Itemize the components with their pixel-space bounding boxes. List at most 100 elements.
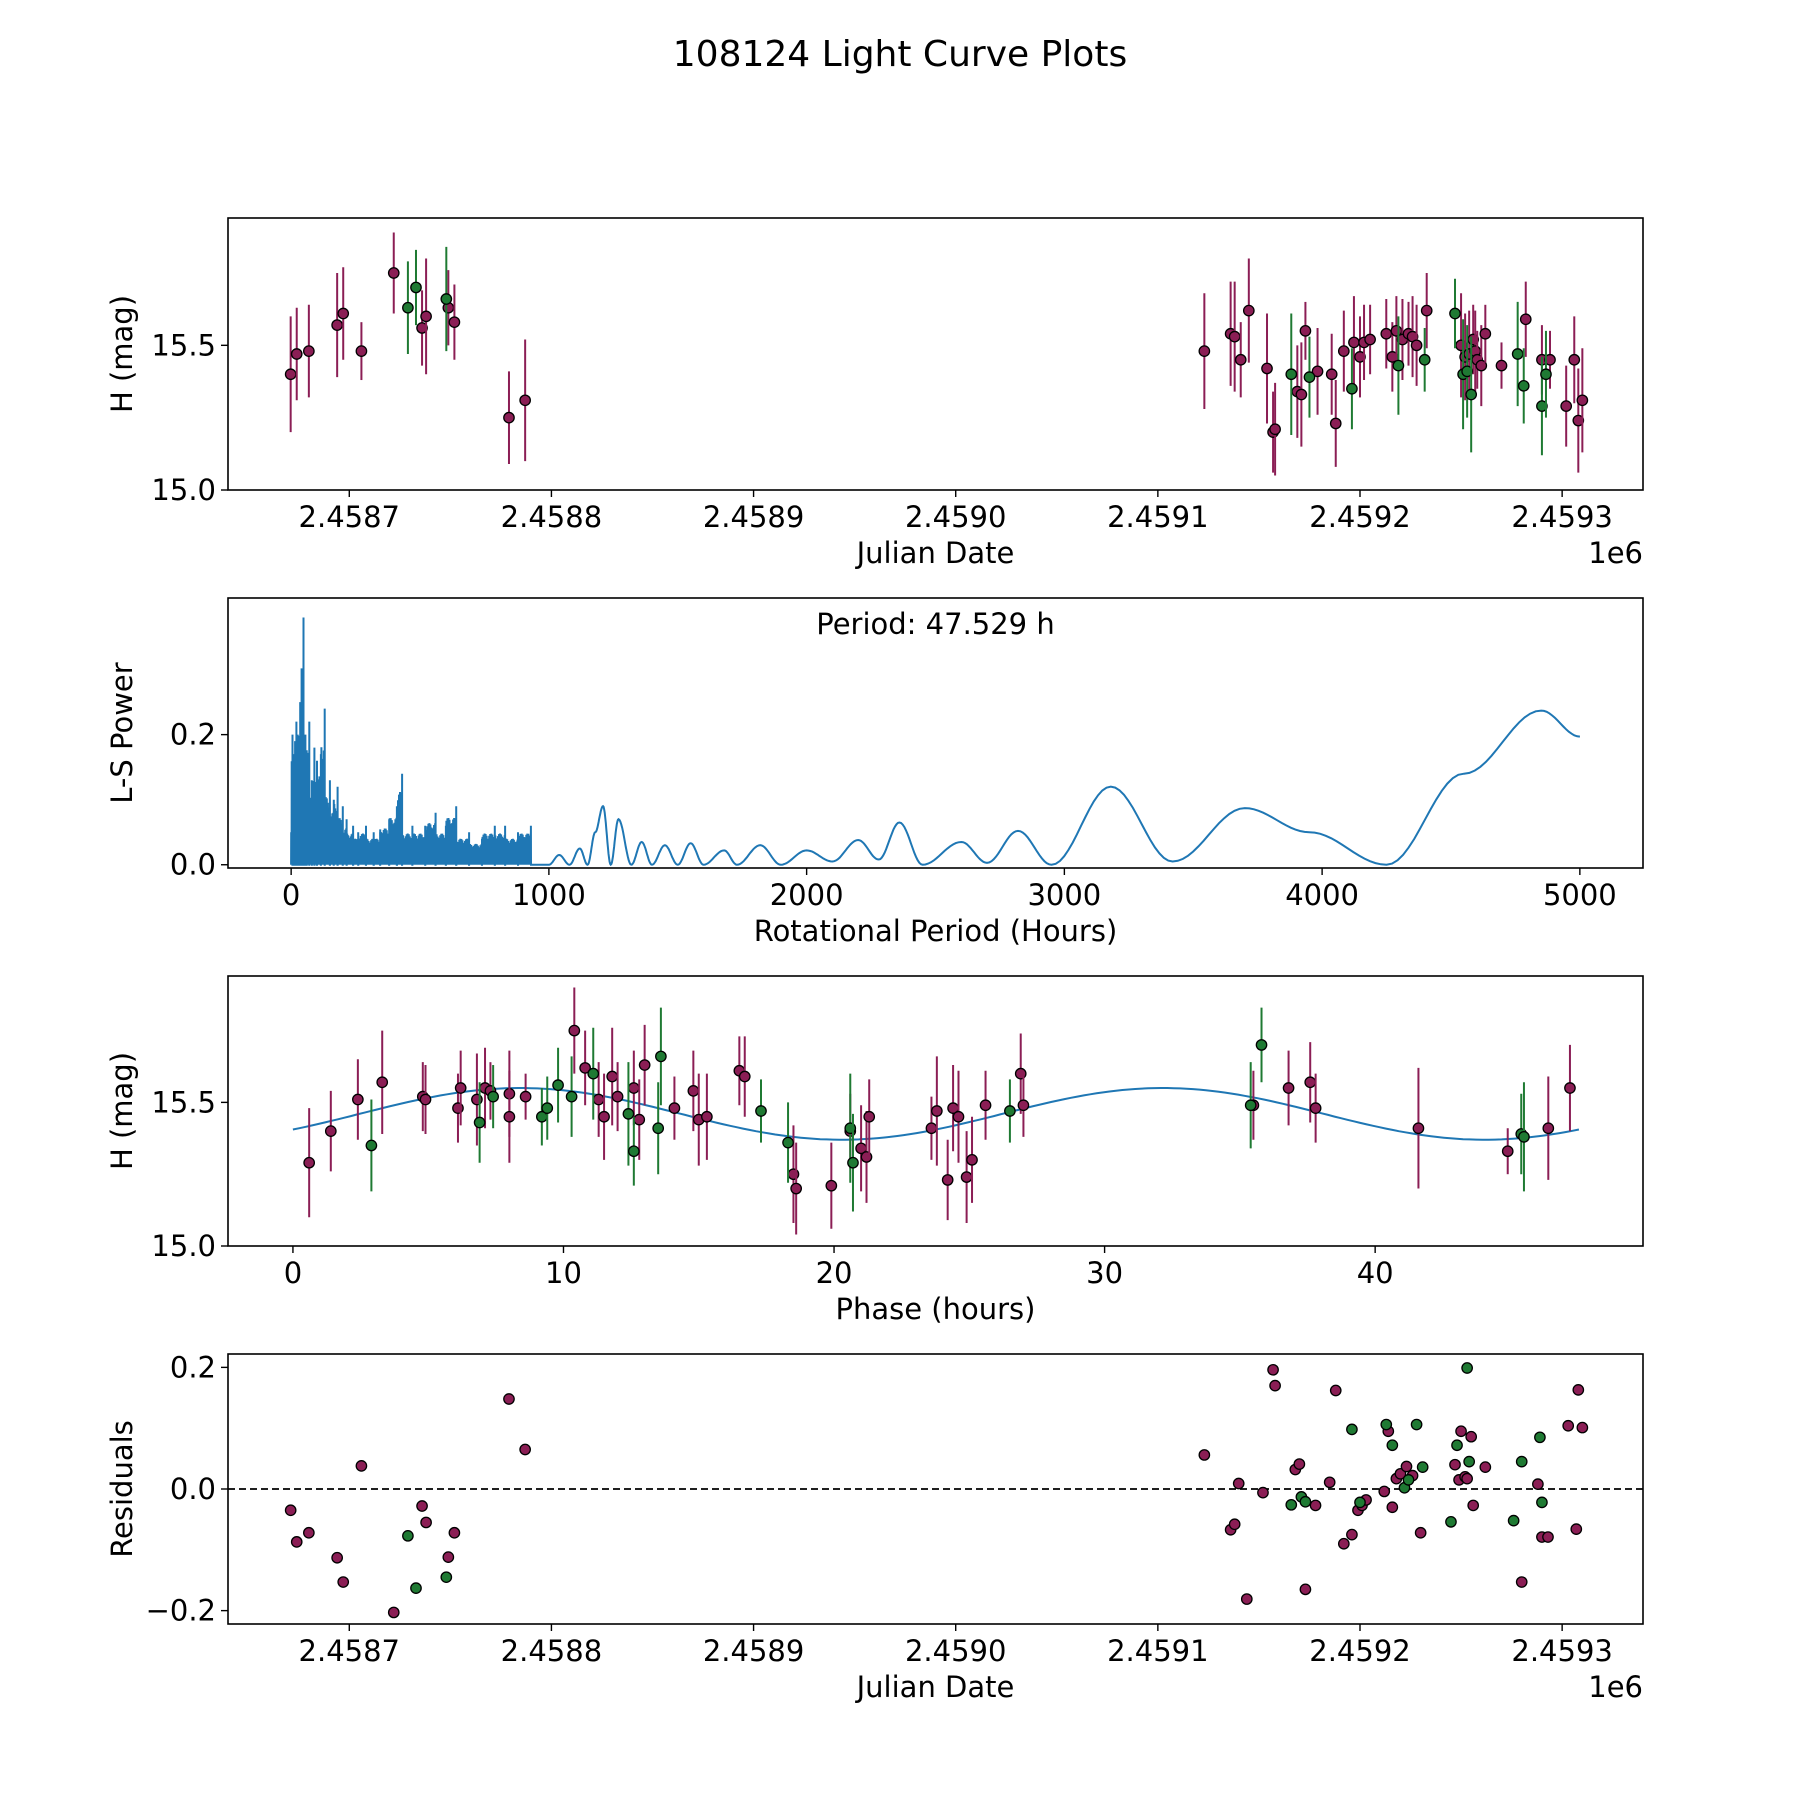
data-point <box>290 348 303 360</box>
x-tick-label: 0 <box>282 878 300 912</box>
y-tick-label: 0.2 <box>170 718 216 752</box>
series-r <box>284 1363 1589 1619</box>
data-point <box>1501 1145 1514 1158</box>
data-point <box>1560 400 1573 412</box>
residuals-plot-area <box>228 1362 1643 1619</box>
data-point <box>1511 348 1524 360</box>
x-tick-label: 2.4590 <box>905 1634 1006 1668</box>
periodogram-panel: 0 1000 2000 3000 4000 5000 0.0 0.2 Rotational Pe… <box>105 597 1644 948</box>
data-point <box>1475 359 1488 372</box>
x-tick-label: 2.4591 <box>1107 500 1208 534</box>
x-tick-label: 1000 <box>512 878 586 912</box>
data-point <box>519 1090 532 1103</box>
data-point <box>303 345 315 357</box>
data-point <box>402 1529 414 1542</box>
data-point <box>519 1443 532 1456</box>
x-tick-label: 40 <box>1357 1256 1394 1290</box>
figure-title: 108124 Light Curve Plots <box>673 34 1127 75</box>
data-point <box>1461 1362 1473 1374</box>
data-point <box>1299 1495 1312 1508</box>
data-point <box>1542 1122 1555 1135</box>
x-tick-label: 2.4590 <box>905 500 1006 534</box>
data-point <box>331 319 344 331</box>
phased-y-axis-label: H (mag) <box>105 1052 139 1170</box>
data-point <box>1329 417 1342 430</box>
data-point <box>1017 1099 1030 1112</box>
data-point <box>1386 1501 1399 1514</box>
data-point <box>565 1090 578 1103</box>
data-point <box>355 1460 368 1472</box>
data-point <box>790 1182 803 1195</box>
data-point <box>960 1171 973 1183</box>
data-point <box>541 1102 554 1114</box>
data-point <box>387 1606 400 1619</box>
periodogram-axes-frame <box>227 597 1644 869</box>
x-tick-label: 2.4589 <box>703 1634 804 1668</box>
data-point <box>1323 1476 1336 1489</box>
x-tick-label: 2.4592 <box>1309 500 1410 534</box>
data-point <box>1380 327 1393 340</box>
data-point <box>941 1174 954 1186</box>
data-point <box>1412 1122 1425 1135</box>
data-point <box>1311 365 1324 378</box>
data-point <box>1255 1039 1268 1051</box>
data-point <box>1410 339 1423 352</box>
data-point <box>448 316 461 329</box>
period-annotation: Period: 47.529 h <box>816 607 1055 641</box>
light-curve-panel: 2.4587 2.4588 2.4589 2.4590 2.4591 2.4592 2.45… <box>105 217 1644 570</box>
data-point <box>587 1067 600 1080</box>
residuals-y-axis-label: Residuals <box>105 1420 139 1558</box>
data-point <box>755 1105 767 1117</box>
data-point <box>1465 1430 1478 1443</box>
data-point <box>1346 382 1358 395</box>
data-point <box>1261 362 1273 375</box>
y-tick-label: 15.0 <box>151 1229 216 1263</box>
data-point <box>473 1116 486 1129</box>
data-point <box>782 1136 794 1149</box>
series-r <box>303 987 1576 1235</box>
data-point <box>1299 325 1312 337</box>
data-point <box>290 1536 303 1548</box>
data-point <box>1400 1460 1413 1473</box>
data-point <box>1228 330 1241 343</box>
data-point <box>1282 1082 1295 1094</box>
data-point <box>1267 1363 1279 1376</box>
x-tick-label: 30 <box>1086 1256 1123 1290</box>
data-point <box>387 267 400 279</box>
data-point <box>1303 371 1316 383</box>
data-point <box>606 1070 619 1083</box>
data-point <box>1257 1486 1269 1499</box>
data-point <box>1572 414 1585 427</box>
data-point <box>1354 1496 1366 1509</box>
data-point <box>1309 1102 1322 1114</box>
data-point <box>1451 1439 1463 1452</box>
x-tick-label: 2.4588 <box>501 1634 602 1668</box>
panels: 2.4587 2.4588 2.4589 2.4590 2.4591 2.4592 2.45… <box>105 217 1644 1704</box>
data-point <box>410 281 422 294</box>
data-point <box>592 1093 605 1106</box>
phased-axes-frame <box>227 975 1644 1247</box>
data-point <box>1299 1583 1312 1596</box>
data-point <box>1392 359 1405 372</box>
light-curve-y-axis-label: H (mag) <box>105 295 139 413</box>
y-tick-label: 15.5 <box>151 328 216 362</box>
data-point <box>1532 1478 1544 1490</box>
light-curve-plot-area <box>284 232 1589 476</box>
data-point <box>1004 1105 1016 1117</box>
x-tick-label: 5000 <box>1543 878 1617 912</box>
data-point <box>1445 1515 1457 1528</box>
data-point <box>1562 1419 1575 1432</box>
data-point <box>1517 379 1530 392</box>
data-point <box>1228 1518 1241 1531</box>
data-point <box>579 1062 591 1074</box>
data-point <box>1348 336 1360 349</box>
periodogram-line <box>290 617 1581 867</box>
data-point <box>1479 327 1492 340</box>
data-point <box>552 1079 564 1091</box>
y-tick-label: 15.0 <box>151 473 216 507</box>
data-point <box>1518 1131 1530 1143</box>
data-point <box>1455 1425 1467 1438</box>
y-tick-label: −0.2 <box>146 1594 216 1628</box>
data-point <box>966 1153 978 1166</box>
data-point <box>442 1551 455 1563</box>
